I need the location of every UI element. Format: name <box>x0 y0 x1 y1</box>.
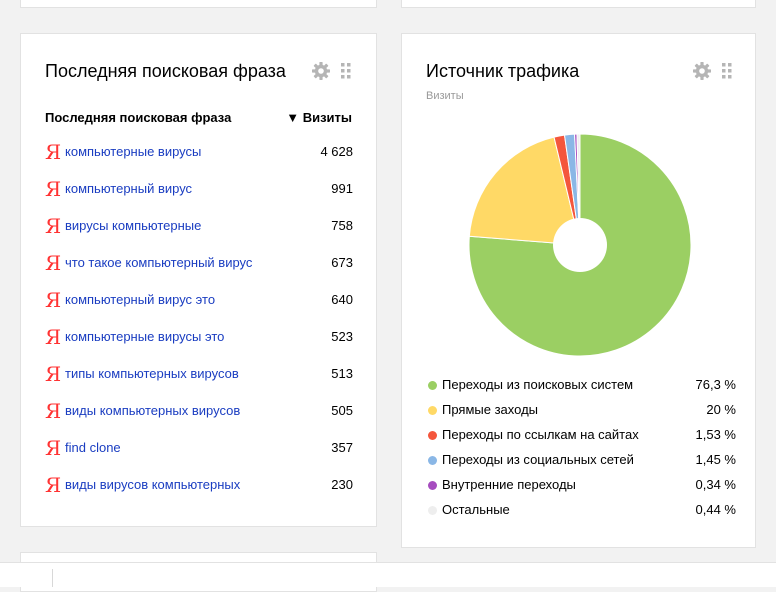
drag-handle-icon[interactable] <box>341 62 351 80</box>
gear-icon[interactable] <box>692 61 712 81</box>
legend-value: 20 % <box>706 402 736 417</box>
yandex-ya-icon: Я <box>45 436 62 460</box>
search-phrase-link[interactable]: компьютерный вирус это <box>65 292 216 307</box>
legend-label: Остальные <box>442 502 510 517</box>
bottom-bar <box>0 562 776 587</box>
visits-value: 991 <box>331 181 353 196</box>
legend-label: Переходы по ссылкам на сайтах <box>442 427 639 442</box>
legend-item[interactable]: Переходы из поисковых систем 76,3 % <box>426 376 736 396</box>
legend-label: Внутренние переходы <box>442 477 576 492</box>
visits-value: 513 <box>331 366 353 381</box>
yandex-ya-icon: Я <box>45 399 62 423</box>
legend-swatch <box>428 481 437 490</box>
legend-swatch <box>428 381 437 390</box>
yandex-ya-icon: Я <box>45 177 62 201</box>
top-left-card-partial <box>20 0 377 8</box>
legend-label: Переходы из поисковых систем <box>442 377 634 392</box>
search-phrase-link[interactable]: что такое компьютерный вирус <box>65 255 253 270</box>
yandex-ya-icon: Я <box>45 214 62 238</box>
legend-swatch <box>428 456 437 465</box>
legend-value: 1,45 % <box>695 452 736 467</box>
visits-value: 505 <box>331 403 353 418</box>
legend-item[interactable]: Прямые заходы 20 % <box>426 401 736 421</box>
legend-swatch <box>428 431 437 440</box>
donut-hole <box>553 218 607 272</box>
pie-slice[interactable] <box>576 133 581 246</box>
visits-value: 4 628 <box>320 144 353 159</box>
column-header-phrase: Последняя поисковая фраза <box>45 110 232 125</box>
search-phrase-link[interactable]: виды компьютерных вирусов <box>65 403 241 418</box>
widget-subtitle: Визиты <box>426 90 464 102</box>
yandex-ya-icon: Я <box>45 288 62 312</box>
visits-value: 640 <box>331 292 353 307</box>
legend-item[interactable]: Переходы из социальных сетей 1,45 % <box>426 451 736 471</box>
column-header-visits[interactable]: ▼ Визиты <box>286 110 352 125</box>
legend-label: Прямые заходы <box>442 402 539 417</box>
legend-swatch <box>428 506 437 515</box>
yandex-ya-icon: Я <box>45 325 62 349</box>
widget-title: Источник трафика <box>426 61 580 81</box>
search-phrase-widget: Последняя поисковая фраза <box>20 33 377 527</box>
visits-value: 673 <box>331 255 353 270</box>
visits-value: 758 <box>331 218 353 233</box>
search-phrase-link[interactable]: find clone <box>65 440 121 455</box>
yandex-ya-icon: Я <box>45 140 62 164</box>
widget-title: Последняя поисковая фраза <box>45 61 286 81</box>
search-phrase-link[interactable]: вирусы компьютерные <box>65 218 202 233</box>
drag-handle-icon[interactable] <box>722 62 732 80</box>
traffic-pie-chart <box>468 133 692 357</box>
search-phrase-link[interactable]: типы компьютерных вирусов <box>65 366 239 381</box>
legend-item[interactable]: Остальные 0,44 % <box>426 501 736 521</box>
yandex-ya-icon: Я <box>45 473 62 497</box>
traffic-source-widget: Источник трафика Визиты <box>401 33 756 548</box>
search-phrase-link[interactable]: компьютерные вирусы это <box>65 329 225 344</box>
legend-swatch <box>428 406 437 415</box>
bottom-bar-divider <box>52 569 53 587</box>
visits-value: 523 <box>331 329 353 344</box>
legend-item[interactable]: Внутренние переходы 0,34 % <box>426 476 736 496</box>
search-phrase-link[interactable]: виды вирусов компьютерных <box>65 477 241 492</box>
legend-value: 1,53 % <box>695 427 736 442</box>
top-right-card-partial <box>401 0 756 8</box>
legend-item[interactable]: Переходы по ссылкам на сайтах 1,53 % <box>426 426 736 446</box>
legend-value: 76,3 % <box>695 377 736 392</box>
legend-value: 0,44 % <box>695 502 736 517</box>
gear-icon[interactable] <box>311 61 331 81</box>
legend-label: Переходы из социальных сетей <box>442 452 634 467</box>
yandex-ya-icon: Я <box>45 251 62 275</box>
pie-slice[interactable] <box>468 136 581 246</box>
search-phrase-link[interactable]: компьютерный вирус <box>65 181 193 196</box>
visits-value: 230 <box>331 477 353 492</box>
search-phrase-link[interactable]: компьютерные вирусы <box>65 144 202 159</box>
legend-value: 0,34 % <box>695 477 736 492</box>
visits-value: 357 <box>331 440 353 455</box>
yandex-ya-icon: Я <box>45 362 62 386</box>
